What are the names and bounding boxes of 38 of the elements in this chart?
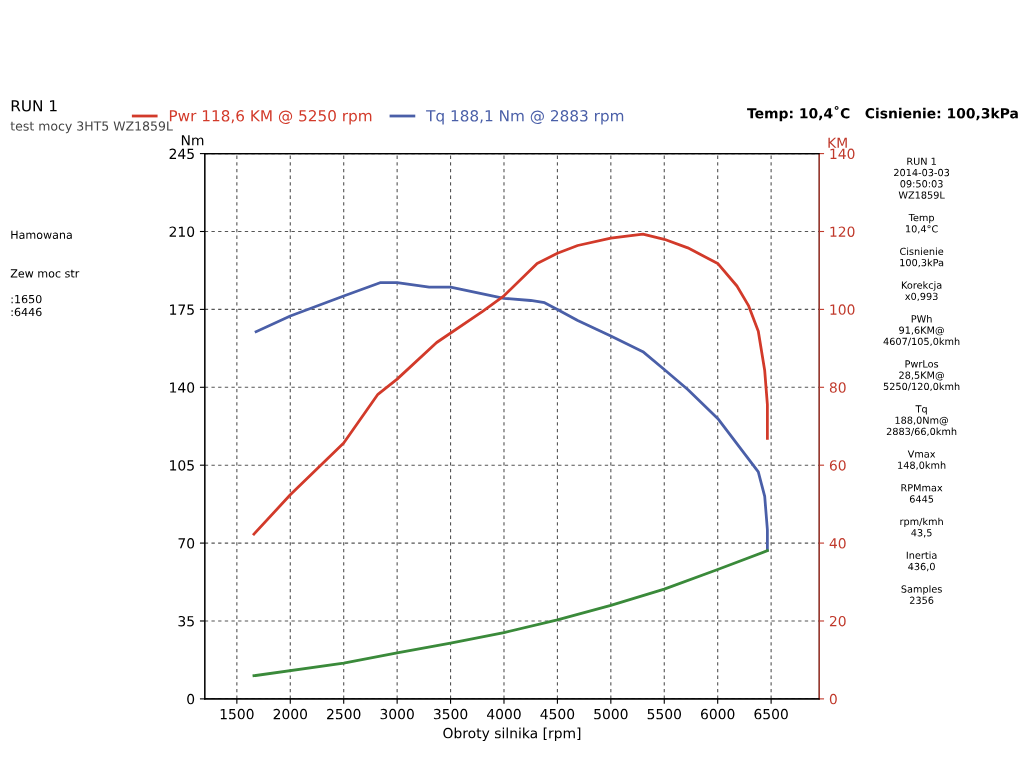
y2-tick-label: 60 xyxy=(829,460,846,471)
x-tick-label: 6500 xyxy=(754,708,788,720)
x-tick-label: 4500 xyxy=(540,708,575,720)
line-series xyxy=(254,281,769,552)
y-tick-label: 0 xyxy=(187,693,195,705)
x-tick-label: 3000 xyxy=(380,708,414,720)
y2-tick-label: 100 xyxy=(830,304,855,315)
y2-tick-label: 40 xyxy=(829,538,846,549)
x-tick-label: 1500 xyxy=(220,708,254,720)
y2-tick-label: 0 xyxy=(829,693,837,705)
text: Hamowana Zew moc str :1650 :6446 xyxy=(10,230,80,317)
y-axis-title: Nm xyxy=(181,135,204,146)
text: Temp: 10,4˚C Cisnienie: 100,3kPa xyxy=(747,105,1018,122)
y-tick-label: 35 xyxy=(178,615,194,627)
y2-tick-label: 120 xyxy=(830,226,855,237)
text: RUN 1 2014-03-03 09:50:03 WZ1859L Temp 10,4°C Cisnienie 100,3kPa Korekcja x0,993 PWh 91,6KM@ 4607/105,0kmh PwrLos 28,5KM@ 5250/120,0kmh Tq 188,0Nm@ 2883/66,0kmh Vmax 148,0kmh RPMmax 6445 rpm/kmh 43,5 Inertia 436,0 Samples 2356 xyxy=(883,157,960,604)
x-tick-label: 2000 xyxy=(273,708,308,720)
text: RUN 1 xyxy=(11,100,57,112)
x-tick-label: 5000 xyxy=(594,708,628,720)
x-tick-label: 4000 xyxy=(486,708,521,720)
y2-tick-label: 140 xyxy=(830,148,855,160)
y-tick-label: 210 xyxy=(169,226,195,237)
x-tick-label: 5500 xyxy=(647,708,682,720)
x-tick-label: 6000 xyxy=(700,708,735,720)
y-tick-label: 140 xyxy=(170,382,195,393)
x-tick-label: 3500 xyxy=(433,708,468,720)
x-axis-title: Obroty silnika [rpm] xyxy=(443,727,581,742)
y2-axis-title: KM xyxy=(828,137,847,148)
x-tick-label: 2500 xyxy=(327,708,361,720)
y-tick-label: 175 xyxy=(170,304,194,315)
line-series xyxy=(252,232,769,536)
y-tick-label: 70 xyxy=(178,538,195,549)
y2-tick-label: 20 xyxy=(829,615,846,627)
y2-tick-label: 80 xyxy=(829,382,846,393)
y-tick-label: 105 xyxy=(170,460,194,471)
y-tick-label: 245 xyxy=(169,148,194,160)
legend-label: Tq 188,1 Nm @ 2883 rpm xyxy=(426,110,624,125)
line-series xyxy=(252,549,769,678)
